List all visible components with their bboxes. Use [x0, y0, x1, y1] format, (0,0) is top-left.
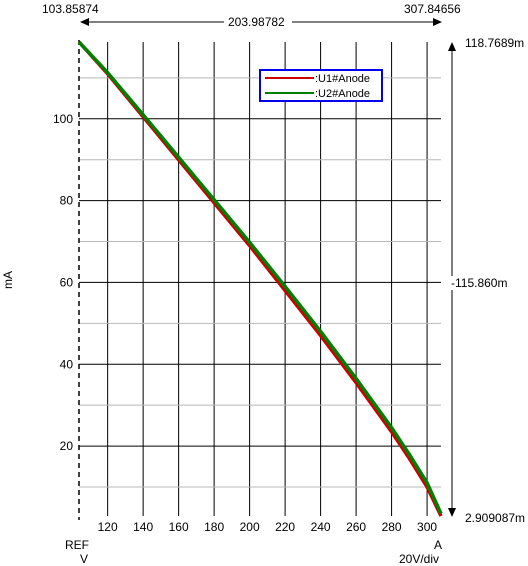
x-tick-label: 120: [98, 520, 118, 534]
cursor-x-arrow-right: [433, 18, 442, 26]
x-tick-label: 200: [240, 520, 260, 534]
cursor-x-delta: 203.98782: [228, 15, 285, 29]
y-tick-label: 60: [60, 275, 74, 289]
grid-major-y: [79, 118, 441, 447]
cursor-x-start: 103.85874: [42, 2, 99, 16]
x-tick-labels: 120 140 160 180 200 220 240 260 280 300: [98, 520, 438, 534]
y-tick-label: 80: [60, 194, 74, 208]
x-tick-label: 260: [346, 520, 366, 534]
legend-label-u1: :U1#Anode: [315, 73, 370, 85]
x-tick-label: 280: [382, 520, 402, 534]
x-tick-label: 300: [417, 520, 437, 534]
y-tick-label: 100: [53, 112, 73, 126]
cursor-y-bottom: 2.909087m: [465, 511, 525, 525]
x-unit-label: V: [80, 552, 88, 566]
y-axis-label: mA: [1, 271, 15, 289]
y-tick-labels: 20 40 60 80 100: [53, 112, 73, 453]
legend: :U1#Anode :U2#Anode: [259, 69, 383, 102]
y-tick-label: 20: [60, 439, 74, 453]
series-group: [77, 40, 443, 517]
cursor-y-arrow-top: [448, 42, 456, 51]
x-tick-label: 160: [169, 520, 189, 534]
x-cursor-label: A: [434, 538, 442, 552]
cursor-x-arrow-left: [80, 18, 89, 26]
x-scale-label: 20V/div: [399, 552, 439, 566]
x-ref-label: REF: [65, 538, 89, 552]
x-tick-label: 240: [311, 520, 331, 534]
x-tick-label: 140: [133, 520, 153, 534]
cursor-y-delta: -115.860m: [451, 276, 507, 290]
y-tick-label: 40: [60, 357, 74, 371]
x-tick-label: 220: [275, 520, 295, 534]
series-line-2: [77, 40, 443, 515]
cursor-y-top: 118.7689m: [465, 36, 524, 50]
series-line-1: [77, 40, 443, 517]
x-tick-label: 180: [204, 520, 224, 534]
grid-minor-y: [79, 77, 441, 488]
legend-label-u2: :U2#Anode: [315, 88, 370, 100]
cursor-x-end: 307.84656: [404, 2, 461, 16]
grid-major-x: [107, 42, 428, 516]
cursor-y-arrow-bottom: [448, 508, 456, 517]
